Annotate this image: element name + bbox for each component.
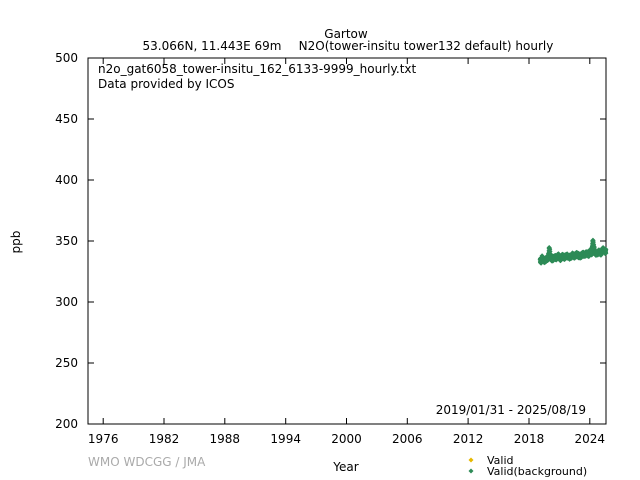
x-tick-label: 1988 [210, 432, 241, 446]
axis-ticks: 1976 1982 1988 1994 2000 2006 2012 2018 2024 200 2… [55, 51, 606, 446]
x-tick-label: 2012 [453, 432, 484, 446]
y-tick-label: 450 [55, 112, 78, 126]
y-tick-label: 400 [55, 173, 78, 187]
x-tick-label: 2018 [514, 432, 545, 446]
y-tick-label: 500 [55, 51, 78, 65]
x-tick-label: 1982 [149, 432, 180, 446]
x-tick-label: 2024 [575, 432, 606, 446]
x-tick-label: 2006 [392, 432, 423, 446]
file-label: n2o_gat6058_tower-insitu_162_6133-9999_h… [98, 62, 417, 76]
watermark: WMO WDCGG / JMA [88, 455, 206, 469]
x-axis-label: Year [332, 460, 358, 474]
x-tick-label: 2000 [331, 432, 362, 446]
chart-subtitle-location: 53.066N, 11.443E 69m [143, 39, 282, 53]
y-tick-label: 250 [55, 356, 78, 370]
legend-marker-background [468, 468, 474, 474]
y-tick-label: 200 [55, 417, 78, 431]
y-axis-label: ppb [9, 231, 23, 254]
data-point-valid-background [603, 250, 609, 256]
chart-subtitle-gas: N2O(tower-insitu tower132 default) hourl… [299, 39, 554, 53]
legend-marker-valid [468, 457, 474, 463]
chart-title: Gartow [324, 27, 368, 41]
x-tick-label: 1976 [88, 432, 119, 446]
data-points [537, 237, 609, 266]
y-tick-label: 300 [55, 295, 78, 309]
date-range-label: 2019/01/31 - 2025/08/19 [436, 403, 586, 417]
legend-label-valid: Valid [487, 454, 514, 467]
x-tick-label: 1994 [270, 432, 301, 446]
plot-frame [87, 57, 607, 425]
legend: Valid Valid(background) [468, 454, 587, 478]
provider-label: Data provided by ICOS [98, 77, 234, 91]
data-point-valid-background [603, 246, 609, 252]
legend-label-background: Valid(background) [487, 465, 587, 478]
y-tick-label: 350 [55, 234, 78, 248]
